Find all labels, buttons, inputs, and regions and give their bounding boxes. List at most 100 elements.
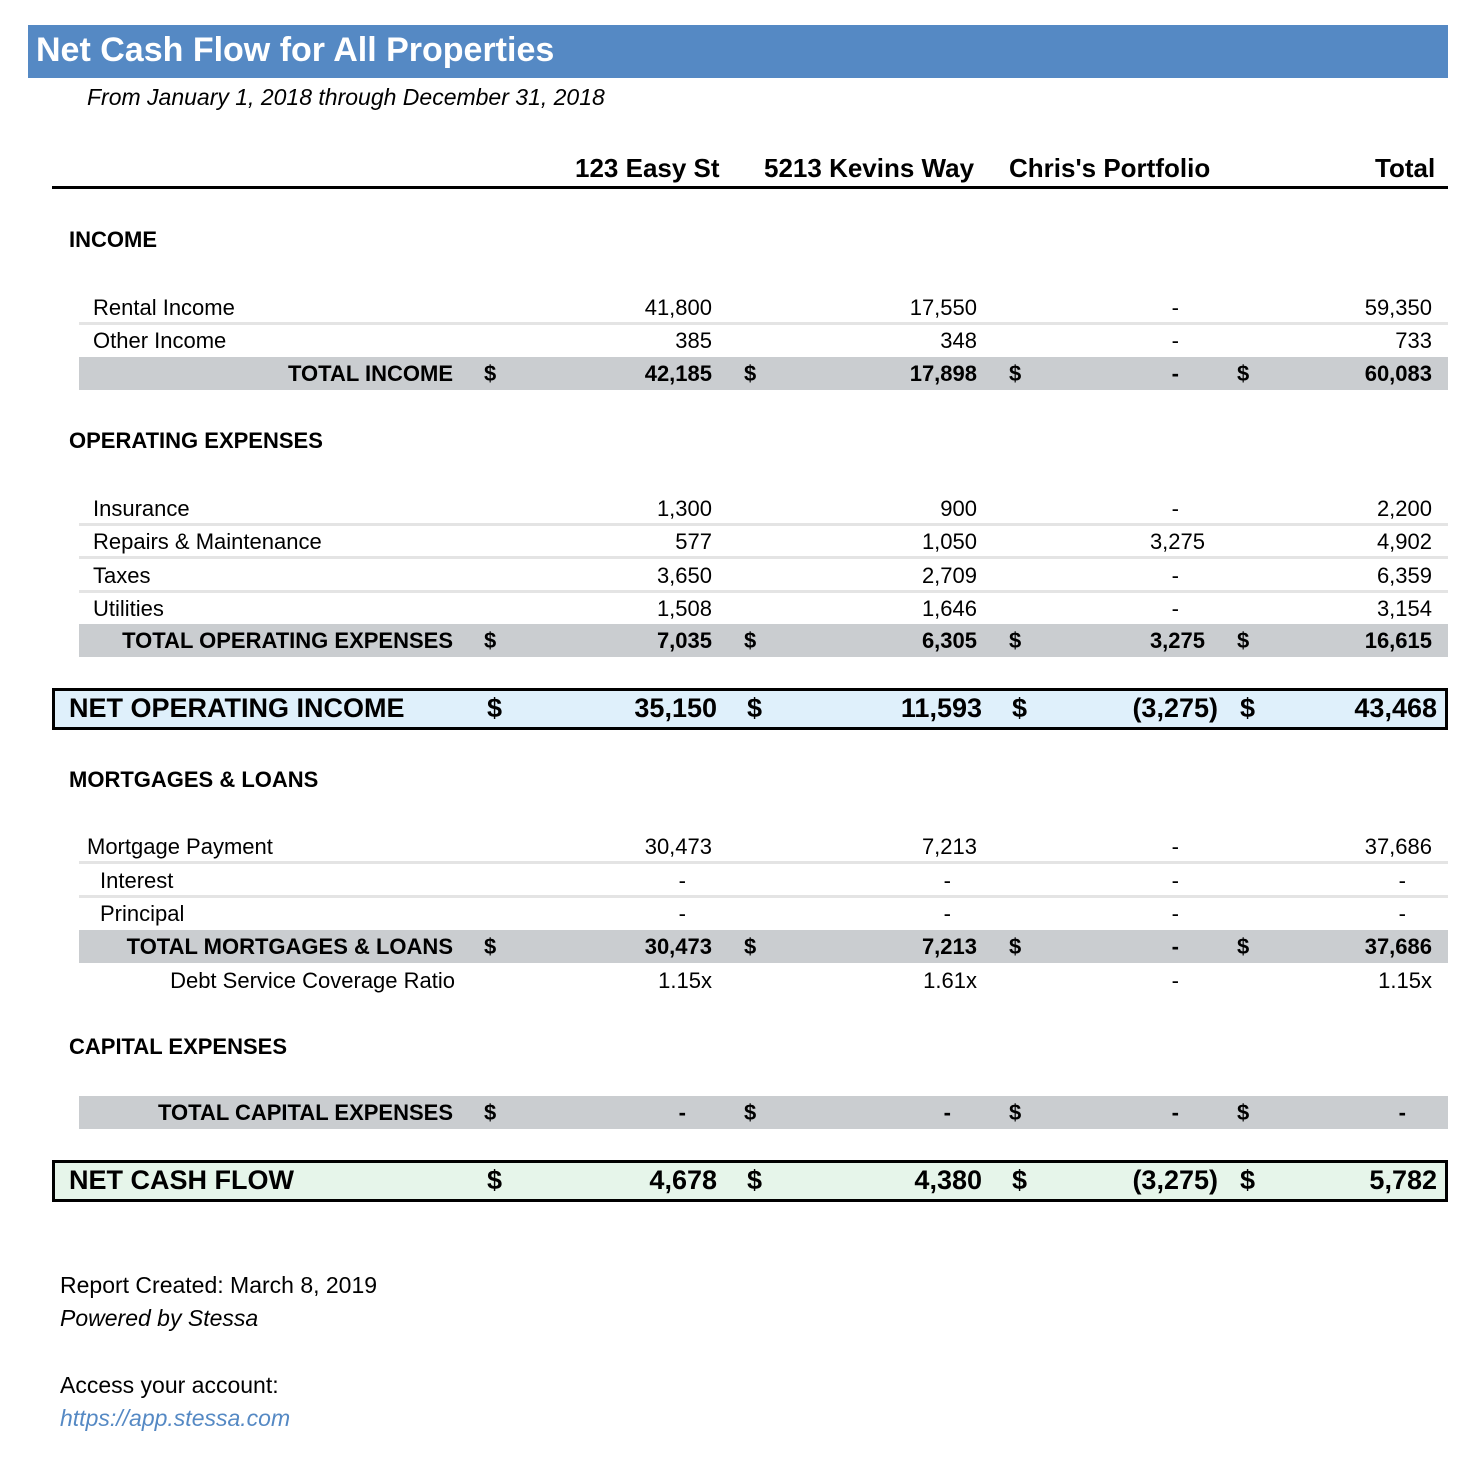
value-chris-s-portfolio: - bbox=[1171, 295, 1179, 320]
value-total: 37,686 bbox=[1364, 934, 1432, 959]
section-operating-expenses: OPERATING EXPENSES bbox=[69, 428, 323, 453]
total-operating-expenses-row: TOTAL OPERATING EXPENSES 7,035 $6,305 $3,27… bbox=[79, 624, 1448, 657]
dollar-sign: $ bbox=[1240, 693, 1256, 723]
total-mortgages-loans-row: TOTAL MORTGAGES & LOANS 30,473 $7,213 $ - $37… bbox=[79, 930, 1448, 963]
dollar-sign: $ bbox=[1237, 361, 1250, 386]
value-chris-s-portfolio: 3,275 bbox=[1149, 628, 1205, 653]
value-chris-s-portfolio: 3,275 bbox=[1149, 529, 1205, 554]
row-label: TOTAL CAPITAL EXPENSES bbox=[157, 1100, 453, 1125]
column-header-123-easy-st: 123 Easy St bbox=[575, 153, 720, 183]
dollar-sign: $ bbox=[1237, 934, 1250, 959]
value-123-easy-st: 35,150 bbox=[634, 693, 717, 723]
value-total: 2,200 bbox=[1376, 496, 1432, 521]
row-label: Principal bbox=[100, 901, 185, 926]
value-total: - bbox=[1398, 1100, 1406, 1125]
debt-service-coverage-ratio-row: Debt Service Coverage Ratio 1.15x 1.61x - 1.… bbox=[79, 964, 1448, 997]
value-123-easy-st: 30,473 bbox=[644, 834, 712, 859]
dollar-sign: $ bbox=[484, 934, 497, 959]
value-5213-kevins-way: - bbox=[943, 1100, 951, 1125]
value-chris-s-portfolio: - bbox=[1171, 328, 1179, 353]
row-label: NET CASH FLOW bbox=[69, 1165, 294, 1195]
column-header-total: Total bbox=[1375, 153, 1436, 183]
dollar-sign: $ bbox=[1009, 934, 1022, 959]
total-income-row: TOTAL INCOME 42,185 $17,898 $ - $60,083 $ bbox=[79, 357, 1448, 390]
report-period: From January 1, 2018 through December 31… bbox=[87, 84, 605, 110]
value-total: 60,083 bbox=[1364, 361, 1432, 386]
value-5213-kevins-way: 1,646 bbox=[921, 596, 977, 621]
row-label: Taxes bbox=[93, 563, 151, 588]
repairs-maintenance-row: Repairs & Maintenance 577 1,050 3,275 4,902 bbox=[79, 525, 1448, 559]
value-total: 37,686 bbox=[1364, 834, 1432, 859]
value-total: 6,359 bbox=[1376, 563, 1432, 588]
section-mortgages-loans: MORTGAGES & LOANS bbox=[69, 767, 319, 792]
stessa-link[interactable]: https://app.stessa.com bbox=[60, 1405, 291, 1431]
value-chris-s-portfolio: - bbox=[1171, 834, 1179, 859]
row-label: NET OPERATING INCOME bbox=[69, 693, 405, 723]
value-chris-s-portfolio: - bbox=[1171, 901, 1179, 926]
value-chris-s-portfolio: - bbox=[1171, 868, 1179, 893]
row-label: Utilities bbox=[93, 596, 164, 621]
value-123-easy-st: 3,650 bbox=[656, 563, 712, 588]
total-capital-expenses-row: TOTAL CAPITAL EXPENSES - $ - $ - $ - $ bbox=[79, 1096, 1448, 1129]
powered-by: Powered by Stessa bbox=[60, 1305, 259, 1331]
dollar-sign: $ bbox=[747, 1165, 763, 1195]
row-label: Rental Income bbox=[93, 295, 235, 320]
row-label: Repairs & Maintenance bbox=[93, 529, 322, 554]
value-123-easy-st: 30,473 bbox=[644, 934, 712, 959]
dollar-sign: $ bbox=[487, 693, 503, 723]
value-chris-s-portfolio: (3,275) bbox=[1132, 693, 1218, 723]
dollar-sign: $ bbox=[1009, 628, 1022, 653]
value-total: 43,468 bbox=[1354, 693, 1437, 723]
value-total: 3,154 bbox=[1376, 596, 1432, 621]
dollar-sign: $ bbox=[487, 1165, 503, 1195]
value-5213-kevins-way: 1.61x bbox=[923, 968, 977, 993]
dollar-sign: $ bbox=[744, 1100, 757, 1125]
value-5213-kevins-way: 17,550 bbox=[909, 295, 977, 320]
dollar-sign: $ bbox=[484, 1100, 497, 1125]
dollar-sign: $ bbox=[1009, 1100, 1022, 1125]
value-5213-kevins-way: 17,898 bbox=[909, 361, 977, 386]
taxes-row: Taxes 3,650 2,709 - 6,359 bbox=[79, 559, 1448, 593]
access-account-label: Access your account: bbox=[60, 1372, 279, 1398]
value-123-easy-st: 42,185 bbox=[644, 361, 712, 386]
row-label: TOTAL OPERATING EXPENSES bbox=[122, 628, 453, 653]
dollar-sign: $ bbox=[744, 934, 757, 959]
value-5213-kevins-way: 7,213 bbox=[921, 934, 977, 959]
dollar-sign: $ bbox=[1237, 1100, 1250, 1125]
dollar-sign: $ bbox=[484, 628, 497, 653]
value-5213-kevins-way: 2,709 bbox=[921, 563, 977, 588]
insurance-row: Insurance 1,300 900 - 2,200 bbox=[79, 492, 1448, 526]
value-total: - bbox=[1398, 868, 1406, 893]
value-total: 1.15x bbox=[1378, 968, 1432, 993]
row-label: Insurance bbox=[93, 496, 190, 521]
value-total: 733 bbox=[1395, 328, 1432, 353]
value-5213-kevins-way: 1,050 bbox=[921, 529, 977, 554]
row-label: Interest bbox=[100, 868, 174, 893]
value-chris-s-portfolio: - bbox=[1171, 361, 1179, 386]
value-5213-kevins-way: 6,305 bbox=[921, 628, 977, 653]
value-123-easy-st: 577 bbox=[675, 529, 712, 554]
dollar-sign: $ bbox=[1012, 693, 1028, 723]
value-123-easy-st: - bbox=[678, 1100, 686, 1125]
dollar-sign: $ bbox=[744, 628, 757, 653]
value-5213-kevins-way: 348 bbox=[940, 328, 977, 353]
net-cash-flow-row: NET CASH FLOW 4,678 $4,380 $ (3,275) $5,782 $ bbox=[52, 1160, 1448, 1202]
other-income-row: Other Income 385 348 - 733 bbox=[79, 324, 1448, 355]
value-123-easy-st: 4,678 bbox=[649, 1165, 717, 1195]
value-123-easy-st: - bbox=[678, 901, 686, 926]
row-label: Debt Service Coverage Ratio bbox=[170, 968, 455, 993]
dollar-sign: $ bbox=[484, 361, 497, 386]
value-123-easy-st: 385 bbox=[675, 328, 712, 353]
row-label: TOTAL INCOME bbox=[288, 361, 453, 386]
report-created: Report Created: March 8, 2019 bbox=[60, 1272, 378, 1298]
value-123-easy-st: 1,300 bbox=[656, 496, 712, 521]
value-123-easy-st: 1.15x bbox=[658, 968, 712, 993]
value-123-easy-st: - bbox=[678, 868, 686, 893]
value-5213-kevins-way: 7,213 bbox=[921, 834, 977, 859]
column-header-chris-portfolio: Chris's Portfolio bbox=[1009, 153, 1211, 183]
value-chris-s-portfolio: - bbox=[1171, 1100, 1179, 1125]
value-total: 5,782 bbox=[1369, 1165, 1437, 1195]
dollar-sign: $ bbox=[1240, 1165, 1256, 1195]
value-123-easy-st: 1,508 bbox=[656, 596, 712, 621]
